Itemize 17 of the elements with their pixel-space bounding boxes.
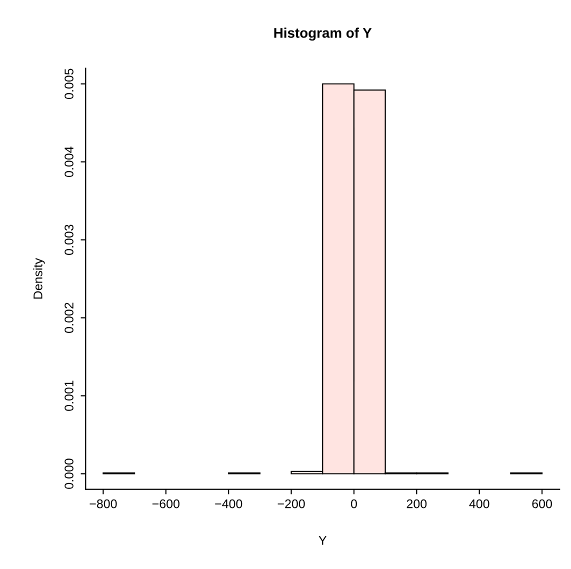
y-axis-title: Density (33, 258, 45, 299)
y-tick-label: 0.001 (64, 380, 74, 411)
x-axis-title: Y (318, 536, 327, 545)
y-tick-label: 0.005 (64, 68, 74, 100)
x-tick-label: −600 (152, 499, 180, 508)
x-tick-label: 0 (350, 499, 357, 508)
x-tick-label: 600 (532, 499, 552, 508)
y-tick-label: 0.000 (64, 458, 74, 489)
x-tick-label: 400 (469, 499, 490, 508)
y-tick-label: 0.002 (64, 302, 74, 333)
y-tick-label: 0.003 (64, 224, 74, 255)
x-tick-label: −400 (215, 499, 242, 508)
x-tick-label: 200 (406, 499, 427, 508)
chart-title: Histogram of Y (274, 28, 372, 41)
x-tick-label: −800 (90, 499, 117, 508)
x-tick-label: −200 (278, 499, 305, 508)
y-tick-label: 0.004 (64, 146, 74, 177)
